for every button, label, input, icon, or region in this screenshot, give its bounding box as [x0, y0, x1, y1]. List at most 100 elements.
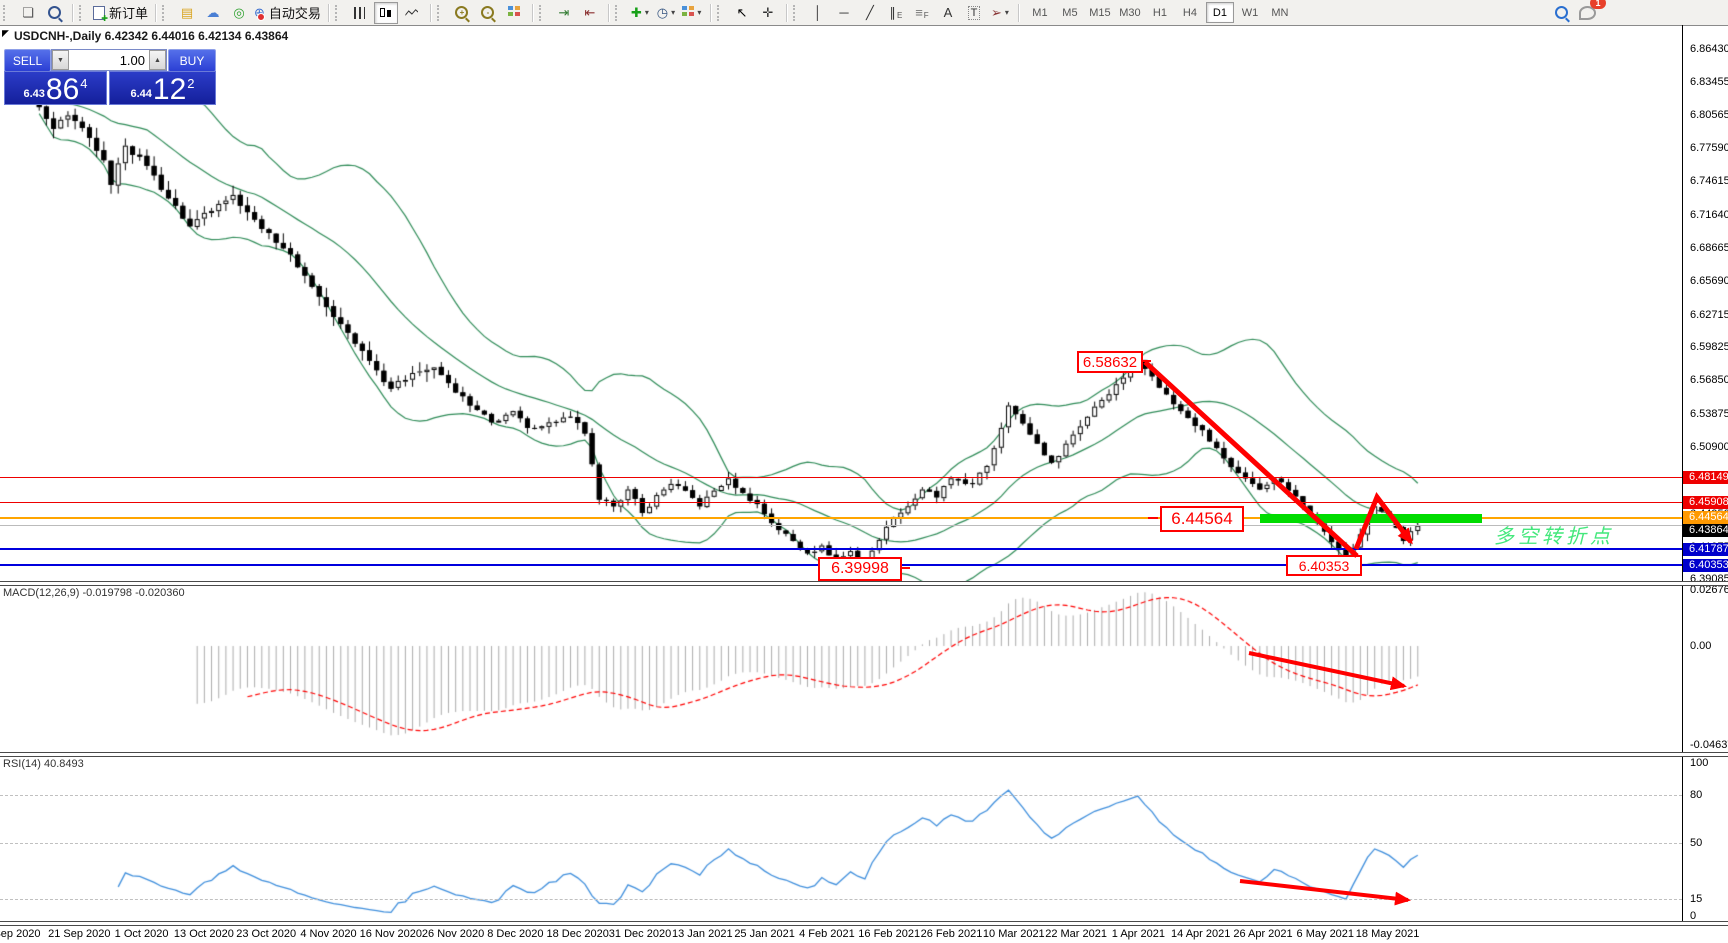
toolbar-drag-handle — [79, 4, 85, 21]
chart-title: USDCNH-,Daily 6.42342 6.44016 6.42134 6.… — [14, 29, 289, 43]
macd-canvas[interactable] — [0, 585, 1682, 752]
timeframe-group: M1 M5 M15 M30 H1 H4 D1 W1 MN — [1022, 0, 1298, 25]
price-chart-canvas[interactable] — [0, 25, 1682, 581]
toolbar-group: ✚ ▾ ◷ ▾ ▾ — [624, 0, 708, 25]
macd-indicator-label: MACD(12,26,9) -0.019798 -0.020360 — [3, 587, 185, 599]
gold-icon[interactable]: ▤ — [175, 2, 199, 24]
arrows-button[interactable]: ➢ ▾ — [988, 2, 1012, 24]
line-chart-icon — [405, 9, 419, 16]
horizontal-level-line-6.48149[interactable] — [0, 477, 1682, 479]
rsi-canvas[interactable] — [0, 756, 1682, 921]
channel-button[interactable]: ∥ E — [884, 2, 908, 24]
toolbar-drag-handle — [792, 4, 799, 21]
buy-price-main: 12 — [152, 73, 187, 106]
line-chart-button[interactable] — [400, 2, 424, 24]
panel-separator-bottom[interactable] — [0, 921, 1728, 926]
collapse-arrow-icon[interactable]: ◤ — [2, 28, 9, 38]
support-zone-bar[interactable] — [1260, 514, 1482, 523]
notifications-button[interactable]: 1 — [1575, 0, 1606, 24]
templates-button[interactable]: ▾ — [680, 2, 704, 24]
horizontal-level-line-6.43864[interactable] — [0, 525, 1682, 527]
panel-separator-macd[interactable] — [0, 581, 1728, 586]
sell-price-button[interactable]: 6.43 86 4 — [4, 71, 107, 105]
timeframe-mn-button[interactable]: MN — [1271, 6, 1289, 19]
volume-value[interactable]: 1.00 — [119, 52, 145, 68]
horizontal-level-line-6.45908[interactable] — [0, 502, 1682, 504]
price-axis-tick: 6.68665 — [1690, 241, 1728, 254]
rsi-level-line — [0, 795, 1682, 796]
horizontal-level-line-6.44564[interactable] — [0, 516, 1682, 519]
sell-price-main: 86 — [45, 73, 80, 106]
gold-icon: ▤ — [180, 4, 194, 20]
vertical-line-icon: │ — [813, 5, 822, 20]
toolbar-separator — [72, 3, 74, 22]
sell-price-prefix: 6.43 — [23, 88, 45, 100]
periods-button[interactable]: ◷ ▾ — [654, 2, 678, 24]
time-axis-label: 25 Jan 2021 — [734, 928, 795, 940]
price-axis-tick: 6.71640 — [1690, 208, 1728, 221]
timeframe-h1-button[interactable]: H1 — [1152, 6, 1167, 19]
timeframe-d1-button[interactable]: D1 — [1205, 2, 1234, 23]
buy-price-sup: 2 — [187, 76, 195, 91]
sell-button[interactable]: SELL — [4, 49, 51, 72]
bar-chart-button[interactable] — [348, 2, 372, 24]
zoom-in-icon: + — [455, 6, 469, 19]
bar-chart-icon — [354, 6, 366, 19]
crosshair-icon: ✛ — [762, 4, 774, 20]
volume-up-button[interactable]: ▲ — [149, 50, 166, 70]
buy-button[interactable]: BUY — [168, 49, 216, 72]
timeframe-h4-button[interactable]: H4 — [1182, 6, 1197, 19]
vps-cloud-icon[interactable]: ☁ — [201, 2, 225, 24]
timeframe-m30-button[interactable]: M30 — [1119, 6, 1141, 19]
auto-scroll-button[interactable]: ⇥ — [552, 2, 576, 24]
candlestick-chart-button[interactable] — [373, 1, 398, 24]
timeframe-m15-button[interactable]: M15 — [1089, 6, 1111, 19]
cursor-button[interactable]: ↖ — [730, 2, 754, 24]
text-button[interactable]: A — [936, 2, 960, 24]
swing-low-price-label[interactable]: 6.40353 — [1286, 555, 1362, 576]
timeframe-m5-button[interactable]: M5 — [1062, 6, 1078, 19]
time-axis-label: 21 Sep 2020 — [48, 928, 111, 940]
buy-price-button[interactable]: 6.44 12 2 — [109, 71, 216, 105]
chart-window-icon[interactable]: ❏ — [16, 2, 40, 24]
search-button[interactable] — [1549, 2, 1573, 24]
toolbar-drag-handle — [538, 4, 545, 21]
low-price-label[interactable]: 6.39998 — [818, 557, 902, 581]
signals-icon[interactable]: ◎ — [227, 2, 251, 24]
trendline-button[interactable]: ╱ — [858, 2, 882, 24]
vps-cloud-icon: ☁ — [206, 4, 220, 20]
toolbar-separator — [1017, 3, 1020, 22]
panel-separator-rsi[interactable] — [0, 752, 1728, 757]
crosshair-button[interactable]: ✛ — [756, 2, 780, 24]
timeframe-m1-button[interactable]: M1 — [1032, 6, 1048, 19]
price-axis-tick: 6.59825 — [1690, 340, 1728, 353]
notification-badge: 1 — [1590, 0, 1606, 9]
auto-trading-button[interactable]: ⊕ 自动交易 — [253, 2, 322, 24]
indicators-button[interactable]: ✚ ▾ — [628, 2, 652, 24]
zoom-out-button[interactable]: - — [476, 2, 500, 24]
periods-icon: ◷ — [656, 4, 669, 20]
toolbar-group: + - — [446, 0, 530, 25]
volume-down-button[interactable]: ▼ — [52, 50, 69, 70]
toolbar-drag-handle — [162, 4, 168, 21]
turning-point-text[interactable]: 多空转折点 — [1494, 526, 1614, 548]
rsi-indicator-label: RSI(14) 40.8493 — [3, 758, 84, 770]
candlestick-chart-icon — [379, 6, 392, 19]
support-price-label[interactable]: 6.44564 — [1160, 506, 1244, 532]
high-price-label[interactable]: 6.58632 — [1077, 351, 1143, 373]
new-order-button[interactable]: 新订单 — [92, 2, 149, 24]
zoom-in-button[interactable]: + — [450, 2, 474, 24]
horizontal-line-button[interactable]: ─ — [832, 2, 856, 24]
vertical-line-button[interactable]: │ — [806, 2, 830, 24]
chart-shift-button[interactable]: ⇤ — [578, 2, 602, 24]
horizontal-level-line-6.41787[interactable] — [0, 548, 1682, 550]
notifications-icon — [1578, 5, 1596, 20]
new-order-label: 新订单 — [109, 6, 149, 21]
tile-windows-button[interactable] — [502, 2, 526, 24]
text-label-button[interactable]: T — [962, 2, 986, 24]
zoom-chart-icon[interactable] — [42, 2, 66, 24]
fibonacci-button[interactable]: ≡ F — [910, 2, 934, 24]
time-axis-label: Sep 2020 — [0, 928, 41, 940]
timeframe-w1-button[interactable]: W1 — [1241, 6, 1259, 19]
